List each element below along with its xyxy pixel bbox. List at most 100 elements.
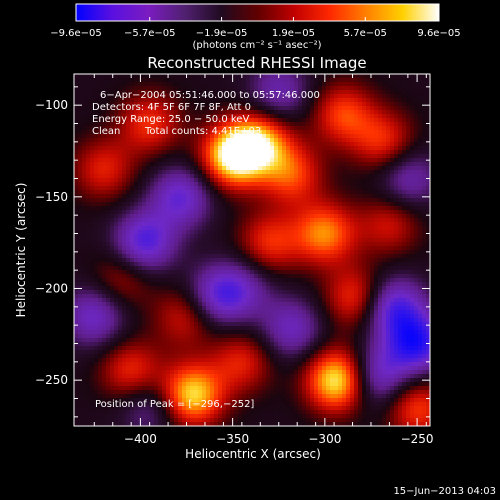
heatmap-cell	[222, 274, 227, 279]
heatmap-cell	[270, 274, 275, 279]
heatmap-cell	[374, 234, 379, 239]
heatmap-cell	[122, 110, 127, 115]
heatmap-cell	[294, 186, 299, 191]
heatmap-cell	[370, 258, 375, 263]
heatmap-cell	[210, 110, 215, 115]
heatmap-cell	[258, 210, 263, 215]
heatmap-cell	[390, 262, 395, 267]
heatmap-cell	[418, 102, 423, 107]
heatmap-cell	[82, 90, 87, 95]
heatmap-cell	[350, 274, 355, 279]
heatmap-cell	[210, 262, 215, 267]
heatmap-cell	[358, 106, 363, 111]
heatmap-cell	[374, 86, 379, 91]
heatmap-cell	[230, 254, 235, 259]
heatmap-cell	[294, 134, 299, 139]
heatmap-cell	[202, 150, 207, 155]
heatmap-cell	[182, 110, 187, 115]
heatmap-cell	[110, 90, 115, 95]
heatmap-cell	[194, 86, 199, 91]
heatmap-cell	[406, 98, 411, 103]
heatmap-cell	[346, 166, 351, 171]
heatmap-cell	[82, 110, 87, 115]
heatmap-cell	[310, 206, 315, 211]
heatmap-cell	[82, 102, 87, 107]
heatmap-cell	[310, 282, 315, 287]
heatmap-cell	[242, 102, 247, 107]
heatmap-cell	[226, 130, 231, 135]
heatmap-cell	[190, 266, 195, 271]
heatmap-cell	[178, 206, 183, 211]
heatmap-cell	[298, 190, 303, 195]
heatmap-cell	[426, 210, 431, 215]
heatmap-cell	[318, 142, 323, 147]
heatmap-cell	[254, 94, 259, 99]
heatmap-cell	[198, 106, 203, 111]
heatmap-cell	[218, 250, 223, 255]
heatmap-cell	[86, 278, 91, 283]
heatmap-cell	[366, 110, 371, 115]
chart-title: Reconstructed RHESSI Image	[147, 54, 366, 72]
heatmap-cell	[266, 98, 271, 103]
heatmap-cell	[302, 250, 307, 255]
heatmap-cell	[98, 138, 103, 143]
heatmap-cell	[358, 150, 363, 155]
heatmap-cell	[418, 94, 423, 99]
heatmap-cell	[146, 202, 151, 207]
heatmap-cell	[310, 266, 315, 271]
heatmap-cell	[246, 286, 251, 291]
heatmap-cell	[94, 94, 99, 99]
heatmap-cell	[142, 106, 147, 111]
heatmap-cell	[178, 114, 183, 119]
heatmap-cell	[350, 214, 355, 219]
heatmap-cell	[90, 138, 95, 143]
heatmap-cell	[386, 118, 391, 123]
heatmap-cell	[366, 178, 371, 183]
heatmap-cell	[102, 242, 107, 247]
heatmap-cell	[238, 94, 243, 99]
heatmap-cell	[226, 122, 231, 127]
heatmap-cell	[126, 110, 131, 115]
heatmap-cell	[278, 218, 283, 223]
heatmap-cell	[98, 74, 103, 79]
heatmap-cell	[394, 266, 399, 271]
heatmap-cell	[242, 86, 247, 91]
heatmap-cell	[166, 106, 171, 111]
heatmap-cell	[414, 138, 419, 143]
heatmap-cell	[174, 186, 179, 191]
heatmap-cell	[338, 174, 343, 179]
heatmap-cell	[302, 94, 307, 99]
heatmap-cell	[222, 210, 227, 215]
heatmap-cell	[158, 266, 163, 271]
heatmap-cell	[178, 282, 183, 287]
heatmap-cell	[422, 254, 427, 259]
heatmap-cell	[98, 86, 103, 91]
heatmap-cell	[402, 278, 407, 283]
heatmap-cell	[262, 218, 267, 223]
heatmap-cell	[154, 278, 159, 283]
heatmap-cell	[386, 278, 391, 283]
heatmap-cell	[330, 154, 335, 159]
heatmap-cell	[306, 174, 311, 179]
heatmap-cell	[106, 178, 111, 183]
heatmap-cell	[234, 142, 239, 147]
heatmap-cell	[294, 146, 299, 151]
heatmap-cell	[402, 146, 407, 151]
heatmap-cell	[114, 238, 119, 243]
heatmap-cell	[114, 198, 119, 203]
heatmap-cell	[310, 166, 315, 171]
heatmap-cell	[78, 222, 83, 227]
heatmap-cell	[362, 202, 367, 207]
heatmap-cell	[194, 122, 199, 127]
heatmap-cell	[390, 162, 395, 167]
heatmap-cell	[406, 258, 411, 263]
heatmap-cell	[114, 254, 119, 259]
heatmap-cell	[410, 130, 415, 135]
heatmap-cell	[362, 114, 367, 119]
heatmap-cell	[258, 178, 263, 183]
heatmap-cell	[414, 78, 419, 83]
heatmap-cell	[422, 230, 427, 235]
colorbar-tick-label: −9.6e−05	[50, 28, 102, 39]
heatmap-cell	[234, 210, 239, 215]
heatmap-cell	[422, 158, 427, 163]
